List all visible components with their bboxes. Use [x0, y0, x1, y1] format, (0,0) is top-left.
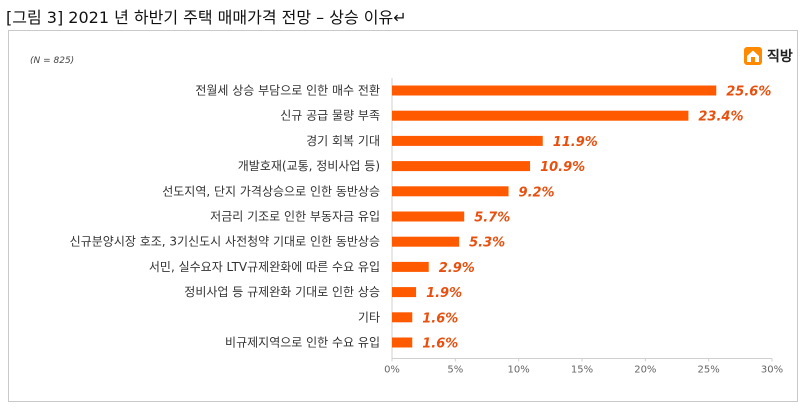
zigbang-logo: 직방 [743, 46, 793, 66]
category-label: 신규 공급 물량 부족 [280, 109, 380, 123]
category-label: 신규분양시장 호조, 3기신도시 사전청약 기대로 인한 동반상승 [70, 234, 380, 249]
data-label: 1.6% [422, 337, 458, 352]
bar [392, 236, 460, 247]
figure-caption: [그림 3] 2021 년 하반기 주택 매매가격 전망 – 상승 이유↵ [6, 8, 407, 27]
bar [392, 186, 509, 197]
category-label: 전월세 상승 부담으로 인한 매수 전환 [195, 84, 380, 98]
house-logo-icon [744, 47, 762, 65]
bar [392, 261, 429, 272]
category-label: 비규제지역으로 인한 수요 유입 [225, 336, 380, 350]
x-tick-label: 15% [571, 365, 593, 376]
bar [392, 337, 413, 348]
data-label: 5.7% [474, 211, 510, 226]
category-label: 저금리 기조로 인한 부동자금 유입 [210, 210, 380, 224]
x-tick-label: 20% [634, 365, 656, 376]
bar [392, 287, 417, 298]
x-tick-label: 25% [698, 365, 720, 376]
bar [392, 135, 543, 146]
category-label: 기타 [358, 310, 380, 324]
x-tick-label: 30% [761, 365, 783, 376]
data-label: 1.9% [426, 286, 462, 301]
x-tick-label: 10% [508, 365, 530, 376]
category-label: 선도지역, 단지 가격상승으로 인한 동반상승 [162, 184, 380, 198]
data-label: 10.9% [540, 160, 585, 175]
data-label: 2.9% [439, 261, 475, 276]
bar [392, 211, 465, 222]
bar [392, 161, 531, 172]
logo-text: 직방 [767, 49, 793, 65]
data-label: 1.6% [422, 311, 458, 326]
category-label: 개발호재(교통, 정비사업 등) [238, 159, 380, 173]
sample-size-note: (N = 825) [30, 56, 74, 66]
x-tick-label: 5% [447, 365, 463, 376]
bar [392, 85, 717, 96]
category-label: 서민, 실수요자 LTV규제완화에 따른 수요 유입 [149, 260, 380, 274]
data-label: 23.4% [698, 110, 743, 125]
category-label: 정비사업 등 규제완화 기대로 인한 상승 [184, 285, 380, 299]
data-label: 9.2% [519, 185, 555, 200]
bar [392, 312, 413, 323]
category-label: 경기 회복 기대 [306, 134, 380, 148]
data-label: 25.6% [726, 85, 771, 100]
data-label: 5.3% [469, 236, 505, 251]
x-tick-label: 0% [384, 365, 400, 376]
data-label: 11.9% [553, 135, 598, 150]
bar [392, 110, 689, 121]
